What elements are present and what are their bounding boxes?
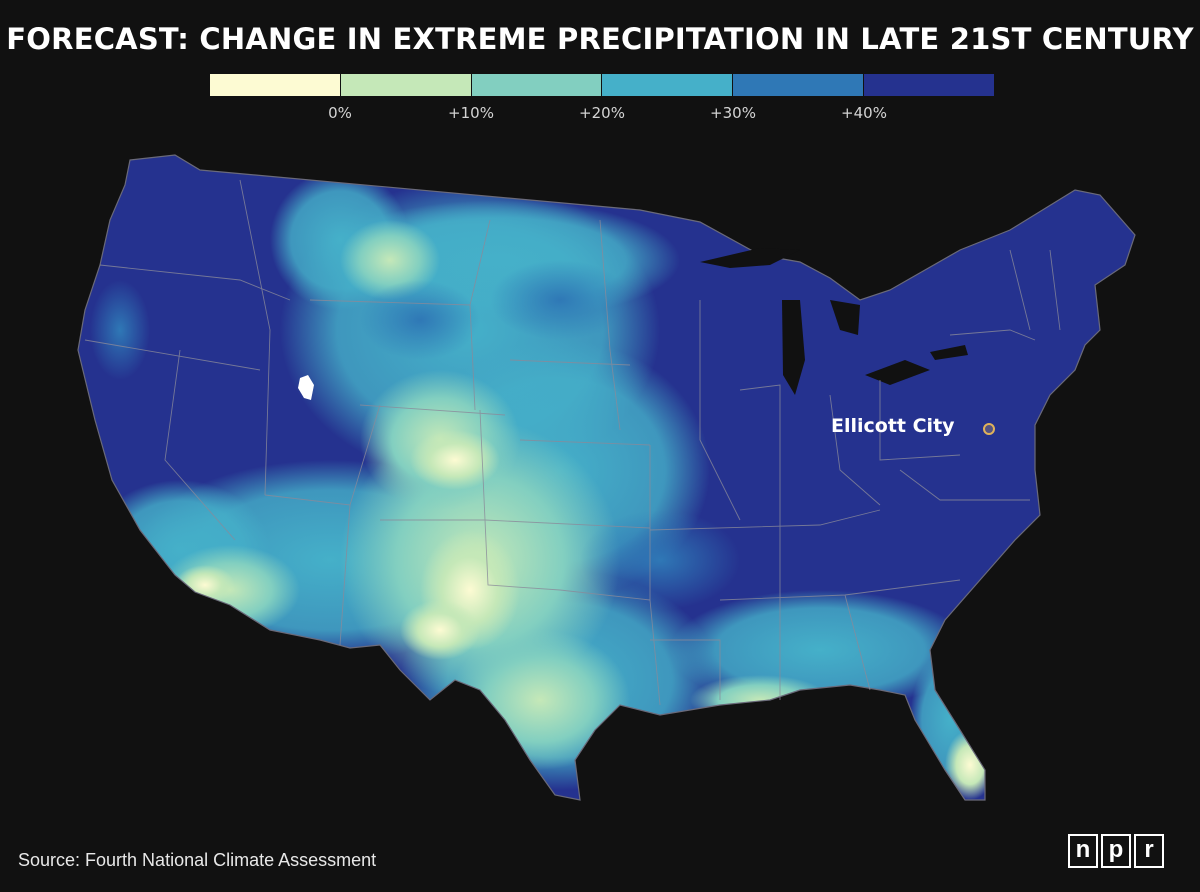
legend-label: 0% (328, 104, 352, 122)
legend-swatch-1 (210, 74, 341, 96)
legend-label: +20% (579, 104, 625, 122)
ellicott-city-marker (983, 423, 995, 435)
legend-label: +10% (448, 104, 494, 122)
logo-letter: r (1134, 834, 1164, 868)
legend-swatch-4 (602, 74, 734, 96)
logo-letter: n (1068, 834, 1098, 868)
legend-label: +40% (841, 104, 887, 122)
legend-swatch-5 (733, 74, 865, 96)
legend-swatch-2 (340, 74, 472, 96)
map-title: FORECAST: CHANGE IN EXTREME PRECIPITATIO… (6, 22, 1194, 56)
logo-letter: p (1101, 834, 1131, 868)
color-legend (210, 74, 994, 96)
legend-swatch-6 (864, 74, 994, 96)
legend-swatch-3 (471, 74, 603, 96)
state-boundaries (84, 179, 1061, 706)
us-outline (77, 154, 1136, 801)
legend-label: +30% (710, 104, 756, 122)
ellicott-city-label: Ellicott City (831, 415, 955, 437)
source-credit: Source: Fourth National Climate Assessme… (18, 850, 377, 870)
great-salt-lake (298, 375, 314, 400)
great-lakes (700, 248, 968, 395)
npr-logo: n p r (1068, 834, 1164, 868)
legend-labels: 0% +10% +20% +30% +40% (210, 104, 994, 124)
precipitation-field (78, 155, 1135, 800)
